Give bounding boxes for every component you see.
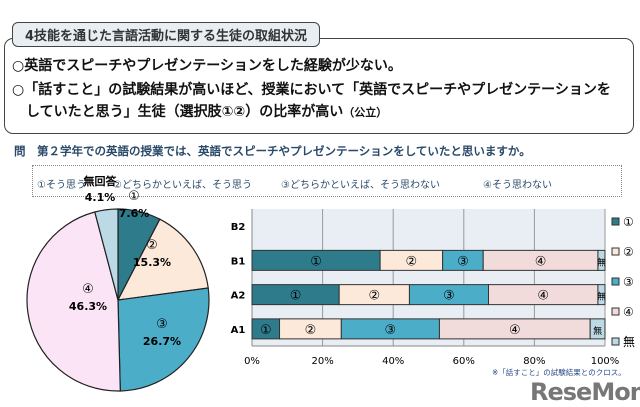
y-tick-label: B2	[231, 222, 246, 233]
legend-label: ④	[623, 305, 634, 319]
question: 問 第２学年での英語の授業では、英語でスピーチやプレゼンテーションをしていたと思…	[14, 144, 531, 158]
finding-2: ○「話すこと」の試験結果が高いほど、授業において「英語でスピーチやプレゼンテーシ…	[12, 82, 611, 98]
bar-segment-label: ③	[443, 289, 455, 304]
x-tick-label: 20%	[311, 356, 333, 367]
bar-segment-label: ②	[305, 323, 317, 338]
legend-swatch	[611, 217, 620, 226]
option-1: ①そう思う	[37, 180, 86, 191]
bar-segment-label: ①	[310, 254, 322, 269]
legend-swatch	[611, 277, 620, 286]
legend-label: ②	[623, 245, 634, 259]
pie-value-label: 46.3%	[69, 300, 107, 313]
legend-label: ①	[623, 215, 634, 229]
finding-2-cont: していたと思う」生徒（選択肢①②）の比率が高い（公立）	[26, 101, 387, 121]
bar-segment-label: ②	[368, 289, 380, 304]
bar-segment-label: ①	[290, 289, 302, 304]
bar-segment	[589, 318, 606, 340]
resemom-logo: ReseMom	[530, 378, 640, 406]
x-tick-label: 40%	[382, 356, 404, 367]
bar-segment-label: ④	[535, 254, 547, 269]
x-tick-label: 60%	[453, 356, 475, 367]
x-tick-label: 80%	[523, 356, 545, 367]
finding-2-scope: （公立）	[343, 106, 388, 119]
bar-segment-label: ①	[260, 323, 272, 338]
x-tick-label: 100%	[591, 356, 620, 367]
legend-swatch	[611, 307, 620, 316]
pie-slice-2	[116, 218, 209, 301]
finding-2-text: していたと思う」生徒（選択肢①②）の比率が高い	[26, 104, 344, 120]
legend-swatch	[611, 247, 620, 256]
option-4: ④そう思わない	[483, 180, 552, 191]
pie-value-label: 7.6%	[119, 207, 150, 220]
pie-category-label: ④	[82, 282, 94, 297]
pie-value-label: 26.7%	[143, 335, 181, 348]
chart-note: ※「話すこと」の試験結果とのクロス。	[492, 368, 626, 377]
pie-chart: ① 7.6% ② 15.3% ③ 26.7% ④ 46.3% 無回答 4.1%	[26, 174, 210, 392]
bar-segment-label: 無	[593, 325, 602, 337]
pie-value-label: 4.1%	[85, 191, 116, 204]
bar-segment-label: ②	[406, 254, 418, 269]
pie-category-label: ①	[128, 189, 140, 204]
y-tick-label: A2	[231, 291, 246, 302]
bar-segment-label: ③	[457, 254, 469, 269]
pie-value-label: 15.3%	[133, 256, 171, 269]
pie-slice-3	[117, 287, 210, 392]
pie-slice-5	[94, 208, 119, 301]
pie-slice-4	[26, 211, 121, 392]
stacked-bar-chart: 0% 20% 40% 60% 80% 100% B2 B1 ① ② ③ ④ 無 A2 ① ② ③ ④ 無 A1 ① ② ③ ④…	[231, 209, 635, 367]
legend-label: ③	[623, 275, 634, 289]
pie-category-label: ②	[146, 238, 158, 253]
legend-swatch	[611, 337, 620, 346]
bar-segment	[597, 284, 606, 306]
bar-segment-label: ④	[509, 323, 521, 338]
bar-segment-label: 無	[597, 256, 606, 268]
pie-category-label: 無回答	[84, 174, 118, 188]
bar-segment	[597, 249, 606, 271]
option-2: ②どちらかといえば、そう思う	[113, 180, 252, 191]
x-tick-label: 0%	[244, 356, 260, 367]
y-tick-label: A1	[231, 325, 246, 336]
legend-label: 無	[623, 334, 635, 349]
pie-category-label: ③	[156, 317, 168, 332]
y-tick-label: B1	[231, 256, 246, 267]
bar-segment-label: ④	[537, 289, 549, 304]
option-3: ③どちらかといえば、そう思わない	[281, 180, 440, 191]
section-title: 4技能を通じた言語活動に関する生徒の取組状況	[12, 22, 321, 47]
options-legend: ①そう思う ②どちらかといえば、そう思う ③どちらかといえば、そう思わない ④そ…	[32, 165, 622, 197]
finding-1: ○英語でスピーチやプレゼンテーションをした経験が少ない。	[12, 58, 402, 74]
bar-segment-label: ③	[385, 323, 397, 338]
bar-segment-label: 無	[597, 291, 606, 303]
